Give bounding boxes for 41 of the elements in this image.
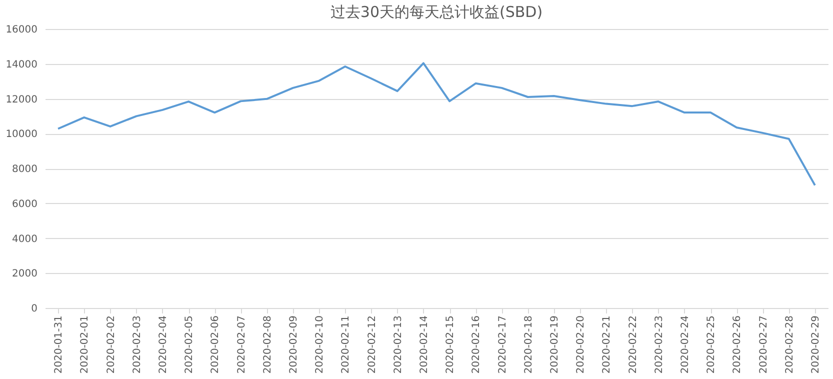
x-tick-label: 2020-02-08 [262, 316, 274, 374]
x-tick-label: 2020-02-19 [549, 316, 560, 374]
y-tick-label: 2000 [12, 268, 38, 280]
x-tick-label: 2020-02-15 [445, 316, 456, 374]
x-tick-label: 2020-02-14 [418, 316, 430, 374]
x-tick-label: 2020-02-03 [132, 316, 143, 374]
x-tick-label: 2020-02-12 [366, 316, 378, 374]
x-tick-label: 2020-02-25 [706, 316, 718, 374]
x-tick-label: 2020-02-17 [497, 316, 508, 374]
x-tick-label: 2020-02-10 [314, 316, 326, 374]
x-tick-label: 2020-02-07 [236, 316, 248, 374]
x-tick-label: 2020-02-16 [471, 316, 482, 374]
y-tick-label: 6000 [12, 198, 38, 210]
x-tick-label: 2020-02-05 [184, 316, 196, 374]
chart-title: 过去30天的每天总计收益(SBD) [330, 3, 543, 21]
x-tick-label: 2020-02-24 [680, 316, 691, 374]
x-tick-label: 2020-02-23 [654, 316, 665, 374]
x-tick-label: 2020-02-06 [210, 316, 222, 374]
y-tick-label: 0 [31, 304, 38, 314]
x-tick-label: 2020-02-28 [784, 316, 796, 374]
y-tick-label: 8000 [12, 164, 38, 175]
y-tick-label: 12000 [6, 94, 38, 106]
x-tick-label: 2020-02-13 [392, 316, 404, 374]
y-tick-label: 14000 [6, 59, 38, 70]
x-tick-label: 2020-02-29 [810, 316, 822, 374]
x-tick-label: 2020-02-11 [340, 316, 352, 374]
x-tick-label: 2020-02-18 [523, 316, 534, 374]
y-tick-label: 10000 [6, 129, 38, 140]
x-tick-label: 2020-02-09 [288, 316, 300, 374]
x-tick-label: 2020-02-02 [106, 316, 117, 374]
x-tick-label: 2020-02-04 [158, 316, 169, 374]
x-tick-label: 2020-02-22 [628, 316, 639, 374]
x-tick-label: 2020-02-26 [732, 316, 744, 374]
x-tick-label: 2020-02-20 [576, 316, 587, 374]
line-series [57, 62, 816, 186]
x-tick-label: 2020-02-21 [602, 316, 613, 374]
x-tick-label: 2020-02-01 [80, 316, 91, 374]
x-tick-label: 2020-02-27 [758, 316, 770, 374]
y-tick-label: 16000 [6, 24, 38, 36]
x-tick-label: 2020-01-31 [54, 316, 65, 374]
y-tick-label: 4000 [12, 234, 38, 245]
